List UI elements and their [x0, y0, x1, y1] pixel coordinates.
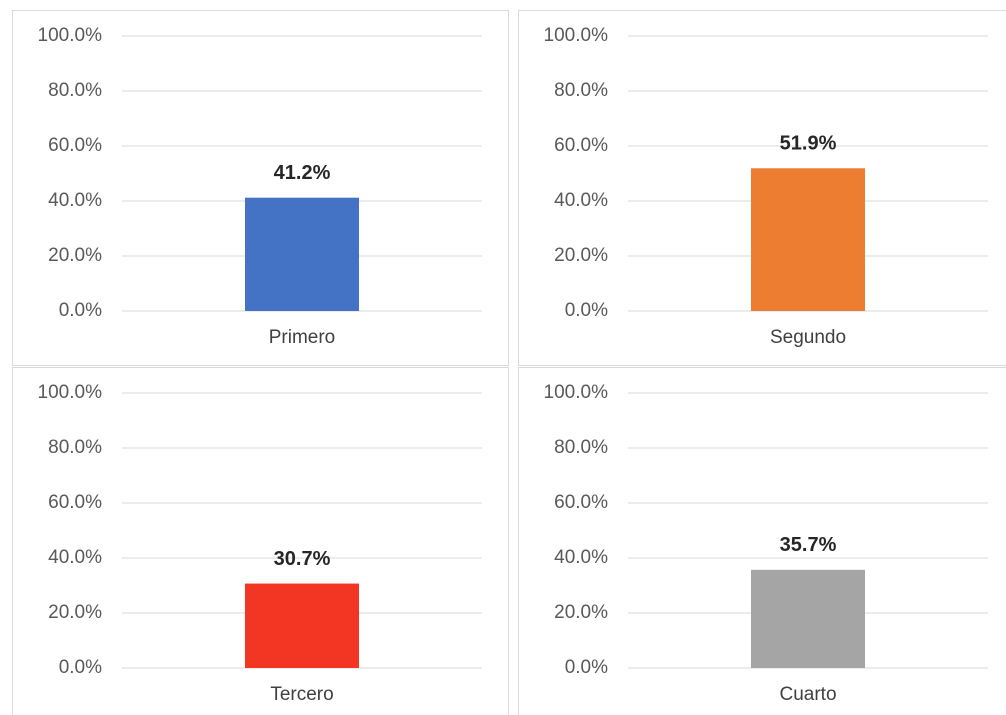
- value-label: 30.7%: [274, 548, 331, 570]
- value-label: 51.9%: [780, 133, 837, 155]
- value-label: 41.2%: [274, 162, 331, 184]
- panel-border: [518, 10, 1006, 366]
- y-tick-label: 40.0%: [554, 547, 608, 568]
- y-tick-label: 60.0%: [48, 492, 102, 513]
- bar: [751, 569, 865, 668]
- bar: [245, 583, 359, 668]
- value-label: 35.7%: [780, 534, 837, 556]
- y-tick-label: 40.0%: [48, 190, 102, 211]
- y-tick-label: 20.0%: [48, 245, 102, 266]
- bar: [751, 168, 865, 311]
- y-tick-label: 100.0%: [38, 25, 103, 46]
- y-tick-label: 80.0%: [48, 80, 102, 101]
- y-tick-label: 60.0%: [554, 492, 608, 513]
- y-tick-label: 0.0%: [59, 657, 102, 678]
- y-tick-label: 20.0%: [48, 602, 102, 623]
- x-tick-label: Primero: [269, 327, 336, 348]
- y-tick-label: 20.0%: [554, 602, 608, 623]
- y-tick-label: 60.0%: [48, 135, 102, 156]
- y-tick-label: 100.0%: [38, 382, 103, 403]
- y-tick-label: 0.0%: [565, 657, 608, 678]
- panel-border: [12, 367, 509, 715]
- y-tick-label: 100.0%: [544, 382, 609, 403]
- x-tick-label: Cuarto: [779, 684, 836, 705]
- y-tick-label: 0.0%: [59, 300, 102, 321]
- bar: [245, 197, 359, 311]
- x-tick-label: Segundo: [770, 327, 846, 348]
- panel-border: [12, 10, 509, 366]
- y-tick-label: 40.0%: [48, 547, 102, 568]
- y-tick-label: 80.0%: [48, 437, 102, 458]
- y-tick-label: 40.0%: [554, 190, 608, 211]
- y-tick-label: 80.0%: [554, 437, 608, 458]
- y-tick-label: 20.0%: [554, 245, 608, 266]
- x-tick-label: Tercero: [270, 684, 333, 705]
- panel-border: [518, 367, 1006, 715]
- y-tick-label: 80.0%: [554, 80, 608, 101]
- y-tick-label: 60.0%: [554, 135, 608, 156]
- y-tick-label: 0.0%: [565, 300, 608, 321]
- y-tick-label: 100.0%: [544, 25, 609, 46]
